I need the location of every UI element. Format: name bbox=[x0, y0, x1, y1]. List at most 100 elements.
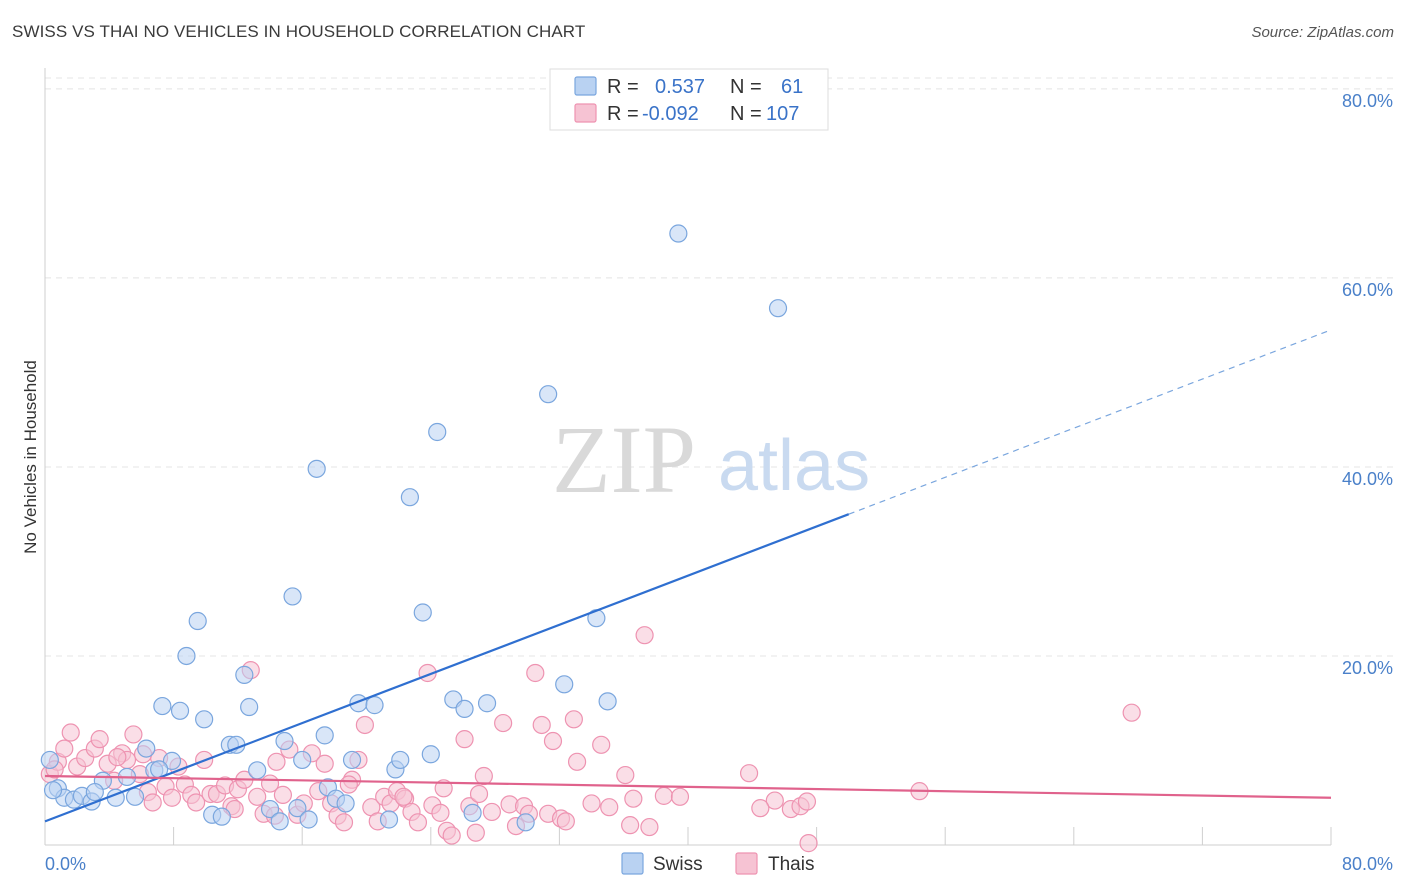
thais-point bbox=[267, 752, 286, 771]
thais-point bbox=[592, 735, 611, 754]
thais-point bbox=[466, 823, 485, 842]
thais-point bbox=[624, 789, 643, 808]
swiss-point bbox=[162, 751, 182, 770]
bottom-legend-swiss-label: Swiss bbox=[653, 854, 703, 875]
swiss-point bbox=[240, 697, 259, 717]
bottom-legend-thais-label: Thais bbox=[768, 854, 814, 875]
bottom-legend: Swiss Thais bbox=[621, 852, 814, 875]
y-tick-label: 60.0% bbox=[1342, 280, 1393, 300]
swiss-point bbox=[391, 750, 410, 770]
y-tick-label: 80.0% bbox=[1342, 91, 1393, 111]
legend: R = 0.537 N = 61 R = -0.092 N = 107 bbox=[549, 68, 829, 131]
swiss-point bbox=[413, 603, 432, 622]
thais-point bbox=[799, 834, 818, 853]
thais-point bbox=[434, 779, 453, 798]
x-tick-label: 0.0% bbox=[45, 854, 86, 874]
thais-point bbox=[543, 731, 563, 751]
swiss-point bbox=[85, 782, 104, 802]
thais-point bbox=[124, 725, 143, 744]
thais-point bbox=[273, 785, 293, 805]
swiss-point bbox=[400, 488, 420, 507]
swiss-point bbox=[283, 587, 302, 606]
swiss-point bbox=[293, 750, 312, 770]
thais-point bbox=[143, 793, 162, 812]
bottom-legend-swiss-swatch bbox=[621, 852, 644, 875]
thais-point bbox=[621, 816, 640, 835]
y-tick-label: 20.0% bbox=[1342, 658, 1393, 678]
thais-point bbox=[532, 715, 551, 735]
swiss-point bbox=[43, 781, 63, 800]
thais-point bbox=[431, 803, 450, 822]
thais-point bbox=[339, 775, 358, 794]
thais-point bbox=[442, 826, 461, 845]
legend-swiss-swatch bbox=[574, 76, 597, 96]
thais-point bbox=[751, 799, 770, 818]
legend-thais-r-label: R = bbox=[607, 103, 639, 125]
thais-point bbox=[564, 710, 583, 729]
thais-point bbox=[765, 791, 784, 810]
bottom-legend-thais-swatch bbox=[735, 852, 758, 875]
trend-lines bbox=[44, 329, 1332, 823]
swiss-point bbox=[428, 422, 447, 442]
legend-swiss-r-value: 0.537 bbox=[655, 76, 705, 98]
thais-point bbox=[635, 626, 654, 645]
thais-trend-line bbox=[44, 774, 1332, 799]
swiss-trend-line bbox=[44, 513, 850, 823]
swiss-point bbox=[188, 611, 207, 631]
legend-swiss-n-value: 61 bbox=[781, 76, 803, 98]
chart-title: SWISS VS THAI NO VEHICLES IN HOUSEHOLD C… bbox=[12, 22, 586, 41]
swiss-point bbox=[195, 710, 214, 729]
thais-point bbox=[61, 723, 80, 742]
axes-layer bbox=[44, 68, 1332, 846]
swiss-point bbox=[539, 385, 558, 404]
thais-point bbox=[334, 813, 354, 832]
swiss-point bbox=[125, 787, 145, 806]
swiss-point bbox=[248, 761, 267, 780]
swiss-point bbox=[153, 696, 172, 716]
thais-point bbox=[408, 813, 428, 832]
swiss-point bbox=[235, 665, 254, 684]
legend-thais-n-label: N = bbox=[730, 103, 762, 125]
swiss-point bbox=[170, 701, 190, 720]
thais-point bbox=[469, 784, 489, 804]
swiss-point bbox=[516, 813, 535, 832]
thais-point bbox=[315, 754, 334, 773]
thais-point bbox=[355, 715, 374, 735]
swiss-point bbox=[288, 799, 307, 818]
thais-point bbox=[616, 765, 635, 785]
swiss-point bbox=[315, 726, 334, 745]
y-axis-label: No Vehicles in Household bbox=[21, 360, 40, 554]
swiss-point bbox=[598, 692, 617, 711]
thais-point bbox=[90, 730, 109, 749]
swiss-point bbox=[137, 739, 156, 758]
swiss-point bbox=[299, 810, 318, 829]
swiss-point bbox=[669, 224, 688, 243]
thais-point bbox=[474, 766, 493, 786]
swiss-point bbox=[177, 646, 196, 666]
swiss-point bbox=[270, 812, 289, 831]
thais-point bbox=[394, 787, 413, 806]
thais-point bbox=[797, 792, 817, 811]
y-tick-label: 40.0% bbox=[1342, 469, 1393, 489]
thais-point bbox=[248, 787, 267, 806]
watermark-zip: ZIP bbox=[552, 406, 696, 513]
thais-point bbox=[654, 786, 673, 805]
swiss-trend-extension bbox=[848, 329, 1332, 515]
thais-point bbox=[455, 730, 474, 749]
swiss-point bbox=[379, 810, 399, 829]
thais-point bbox=[567, 752, 587, 771]
legend-swiss-n-label: N = bbox=[730, 76, 762, 98]
thais-point bbox=[162, 788, 182, 807]
thais-point bbox=[600, 798, 619, 817]
thais-point bbox=[582, 794, 601, 813]
swiss-point bbox=[421, 745, 440, 764]
swiss-point bbox=[768, 299, 788, 318]
tick-labels: 20.0% 40.0% 60.0% 80.0% 0.0% 80.0% bbox=[45, 91, 1393, 874]
thais-point bbox=[1122, 703, 1141, 722]
chart-source: Source: ZipAtlas.com bbox=[1251, 24, 1394, 41]
thais-point bbox=[739, 764, 759, 783]
swiss-point bbox=[365, 696, 384, 715]
thais-point bbox=[494, 713, 513, 733]
thais-point bbox=[108, 748, 127, 767]
